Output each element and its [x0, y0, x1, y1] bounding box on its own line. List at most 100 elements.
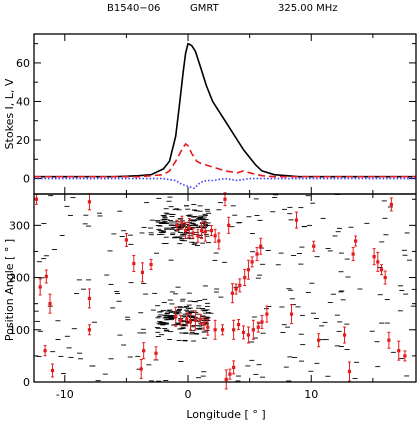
pa-point — [43, 349, 47, 353]
pa-point — [180, 221, 184, 225]
pa-point — [317, 338, 321, 342]
pa-point — [234, 287, 238, 291]
header-frequency: 325.00 MHz — [278, 3, 338, 14]
pa-point — [255, 252, 259, 256]
top-ytick-label: 40 — [16, 95, 30, 108]
pa-point — [238, 283, 242, 287]
bottom-xtick-label: -10 — [56, 388, 74, 401]
pa-point — [230, 291, 234, 295]
pa-point — [246, 268, 251, 272]
pa-point — [199, 228, 204, 233]
pa-point — [223, 197, 227, 201]
pa-point — [87, 328, 92, 332]
top-ytick-label: 60 — [16, 57, 30, 70]
pa-point — [206, 325, 210, 329]
pa-point — [193, 318, 198, 322]
pa-point — [87, 200, 92, 204]
pa-point — [224, 377, 228, 381]
pa-point — [351, 252, 355, 256]
pa-point — [383, 275, 387, 280]
pa-point — [312, 244, 316, 248]
pa-point — [243, 275, 247, 280]
pa-point — [246, 333, 251, 337]
bottom-ylabel: Position Angle [ ° ] — [3, 239, 16, 341]
pa-points — [34, 192, 407, 390]
series-dotted-line — [34, 177, 416, 189]
top-ylabel: Stokes I, L, V — [3, 78, 16, 149]
pa-point — [213, 328, 217, 332]
top-ytick-label: 0 — [23, 173, 30, 186]
pa-point — [389, 202, 393, 207]
header-pulsar: B1540−06 — [107, 3, 160, 14]
pa-point — [397, 349, 401, 353]
bottom-panel-frame — [33, 193, 417, 383]
pa-point — [289, 312, 294, 316]
pa-point — [227, 223, 231, 227]
pa-point — [175, 223, 179, 227]
pa-point — [87, 296, 92, 301]
bottom-xlabel: Longitude [ ° ] — [186, 408, 265, 421]
top-ytick-label: 20 — [16, 134, 30, 147]
pa-point — [232, 328, 236, 332]
pa-point — [294, 218, 299, 222]
pa-point — [250, 260, 254, 264]
series-dashed-line — [34, 143, 416, 178]
pa-point — [183, 228, 188, 233]
pa-point — [354, 239, 358, 243]
pa-point — [265, 312, 269, 316]
pa-point — [48, 302, 52, 306]
pa-point — [188, 320, 193, 324]
pa-point — [179, 318, 183, 322]
series-solid-line — [34, 42, 416, 178]
pa-point — [174, 315, 178, 319]
bottom-panel: 0 100 200 300 -10 0 10 — [9, 192, 417, 401]
pa-point — [124, 238, 129, 242]
pa-point — [342, 333, 347, 337]
pa-point — [154, 351, 158, 355]
pa-point — [132, 261, 136, 266]
bottom-xtick-label: 0 — [185, 388, 192, 401]
pa-point — [376, 260, 380, 264]
pa-point — [372, 255, 376, 259]
pa-point — [220, 328, 225, 332]
pa-point — [198, 317, 202, 321]
pa-point — [403, 354, 407, 358]
top-panel-frame — [33, 33, 417, 195]
pa-point — [379, 268, 384, 272]
bottom-xtick-label: 10 — [304, 388, 318, 401]
pa-point — [236, 322, 241, 327]
pa-point — [185, 317, 189, 321]
pa-point — [44, 274, 48, 279]
pa-point — [228, 372, 232, 376]
pa-point — [202, 321, 206, 326]
pa-point — [387, 338, 391, 342]
pa-point — [203, 230, 207, 234]
pa-point — [187, 226, 191, 230]
pa-point — [256, 325, 260, 329]
bottom-ytick-label: 200 — [9, 272, 30, 285]
pa-point — [251, 328, 255, 332]
top-panel: 0 20 40 60 — [16, 34, 416, 194]
pa-point — [149, 262, 153, 267]
pa-sample-dashes — [33, 194, 417, 382]
pa-point — [347, 369, 352, 374]
pa-point — [213, 234, 217, 238]
pa-point — [232, 365, 236, 369]
pa-point — [196, 234, 200, 238]
pa-point — [139, 367, 143, 371]
pa-point — [217, 239, 221, 243]
header-telescope: GMRT — [190, 3, 220, 14]
pa-point — [241, 330, 246, 334]
pa-point — [142, 349, 146, 353]
pa-point — [38, 285, 42, 289]
pa-point — [34, 197, 39, 201]
pa-point — [209, 228, 214, 233]
pa-point — [260, 320, 264, 324]
bottom-ytick-label: 0 — [23, 376, 30, 389]
bottom-ytick-label: 100 — [9, 324, 30, 337]
pa-point — [259, 244, 263, 248]
pa-point — [191, 231, 195, 235]
bottom-ytick-label: 300 — [9, 219, 30, 232]
pa-point — [140, 270, 145, 274]
